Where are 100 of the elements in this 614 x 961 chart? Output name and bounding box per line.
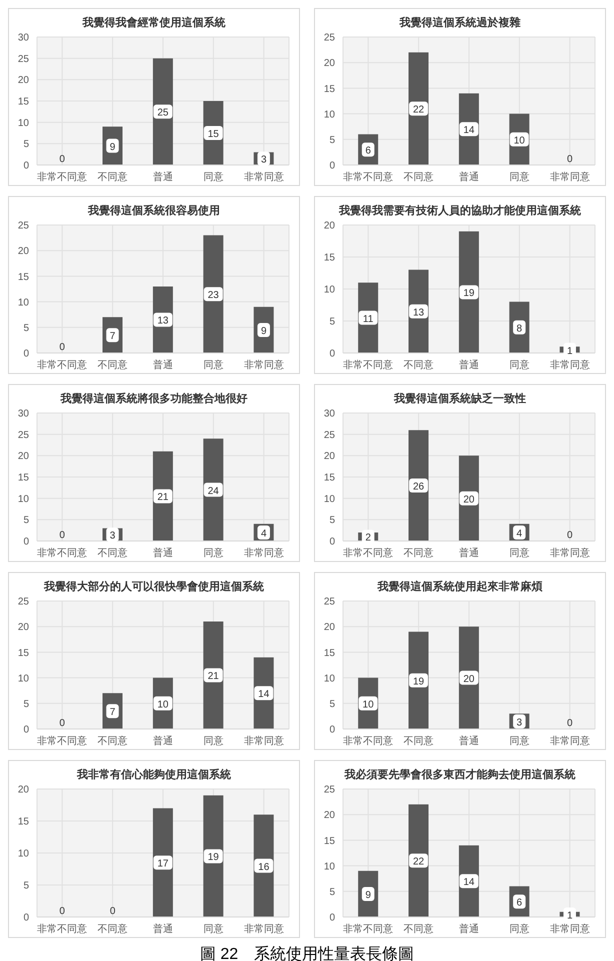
y-tick-label: 5 [23, 698, 30, 710]
y-tick-label: 0 [329, 348, 336, 360]
y-tick-label: 20 [324, 220, 336, 232]
y-tick-label: 15 [324, 472, 336, 484]
y-tick-label: 25 [324, 430, 336, 441]
data-label: 0 [59, 342, 66, 353]
data-label: 22 [412, 856, 425, 868]
data-label: 10 [157, 699, 169, 710]
data-label: 13 [157, 316, 169, 327]
y-tick-label: 10 [18, 848, 30, 860]
x-tick-label: 同意 [509, 547, 530, 560]
data-label: 11 [362, 314, 374, 325]
y-tick-label: 30 [18, 408, 30, 420]
y-tick-label: 10 [18, 297, 30, 308]
x-tick-label: 非常同意 [550, 547, 590, 560]
y-tick-label: 15 [324, 648, 336, 659]
y-tick-label: 25 [324, 32, 336, 44]
data-label: 23 [208, 290, 220, 302]
data-label: 10 [514, 135, 526, 146]
chart-title: 我覺得這個系統很容易使用 [86, 204, 221, 219]
x-tick-label: 同意 [203, 547, 224, 560]
y-tick-label: 20 [324, 622, 336, 634]
data-label: 0 [59, 530, 66, 541]
y-tick-label: 5 [23, 139, 30, 150]
data-label: 16 [258, 862, 270, 873]
y-tick-label: 0 [23, 724, 30, 736]
y-tick-label: 25 [324, 784, 336, 796]
y-tick-label: 10 [324, 109, 336, 120]
data-label: 26 [412, 482, 425, 493]
x-tick-label: 不同意 [404, 359, 434, 372]
x-tick-label: 非常不同意 [343, 547, 394, 560]
y-tick-label: 10 [324, 284, 336, 296]
x-tick-label: 不同意 [404, 923, 434, 936]
bar [458, 231, 479, 353]
data-label: 19 [412, 676, 425, 688]
data-label: 21 [208, 671, 220, 682]
data-label: 7 [110, 331, 116, 342]
x-tick-label: 普通 [153, 547, 173, 560]
x-tick-label: 同意 [203, 923, 224, 936]
y-tick-label: 15 [324, 836, 336, 847]
data-label: 15 [208, 129, 220, 140]
data-label: 3 [260, 154, 267, 166]
data-label: 3 [516, 717, 523, 728]
x-tick-label: 不同意 [404, 735, 434, 748]
chart-title: 我覺得這個系統使用起來非常麻煩 [376, 580, 544, 595]
y-tick-label: 0 [329, 912, 336, 924]
x-tick-label: 同意 [203, 735, 224, 748]
x-tick-label: 非常同意 [550, 735, 590, 748]
x-tick-label: 普通 [153, 171, 173, 184]
y-tick-label: 10 [324, 673, 336, 684]
y-tick-label: 20 [324, 810, 336, 822]
y-tick-label: 5 [329, 515, 336, 526]
x-tick-label: 非常不同意 [343, 359, 394, 372]
y-tick-label: 5 [23, 880, 30, 892]
y-tick-label: 15 [324, 252, 336, 264]
y-tick-label: 20 [18, 784, 30, 796]
x-tick-label: 普通 [153, 359, 173, 372]
x-tick-label: 非常同意 [550, 923, 590, 936]
y-tick-label: 25 [324, 596, 336, 608]
x-tick-label: 普通 [459, 735, 479, 748]
y-tick-label: 0 [329, 724, 336, 736]
x-tick-label: 非常同意 [244, 171, 284, 184]
data-label: 4 [516, 528, 523, 540]
y-tick-label: 15 [18, 816, 30, 828]
x-tick-label: 非常同意 [244, 735, 284, 748]
data-label: 20 [463, 674, 475, 685]
x-tick-label: 非常同意 [244, 359, 284, 372]
y-tick-label: 20 [18, 75, 30, 86]
x-tick-label: 非常同意 [550, 171, 590, 184]
y-tick-label: 20 [18, 451, 30, 462]
x-tick-label: 不同意 [98, 735, 128, 748]
data-label: 1 [566, 910, 573, 922]
x-tick-label: 同意 [509, 735, 530, 748]
y-tick-label: 15 [324, 84, 336, 95]
data-label: 1 [566, 346, 573, 357]
x-tick-label: 同意 [509, 359, 530, 372]
data-label: 10 [362, 699, 374, 710]
chart-title: 我覺得這個系統缺乏一致性 [392, 392, 527, 407]
x-tick-label: 非常不同意 [37, 923, 88, 936]
y-tick-label: 20 [324, 451, 336, 462]
data-label: 6 [365, 146, 372, 157]
y-tick-label: 20 [18, 622, 30, 634]
y-tick-label: 0 [23, 912, 30, 924]
chart-title: 我覺得這個系統將很多功能整合地很好 [59, 392, 248, 407]
y-tick-label: 10 [18, 118, 30, 129]
x-tick-label: 非常同意 [550, 359, 590, 372]
y-tick-label: 5 [329, 698, 336, 710]
data-label: 21 [157, 492, 169, 504]
x-tick-label: 同意 [509, 171, 530, 184]
y-tick-label: 5 [329, 886, 336, 898]
y-tick-label: 0 [23, 348, 30, 360]
data-label: 14 [463, 125, 475, 136]
data-label: 24 [208, 486, 220, 497]
y-tick-label: 15 [18, 472, 30, 484]
data-label: 9 [110, 142, 116, 153]
x-tick-label: 非常不同意 [37, 547, 88, 560]
x-tick-label: 不同意 [98, 359, 128, 372]
x-tick-label: 同意 [203, 359, 224, 372]
x-tick-label: 普通 [459, 547, 479, 560]
data-label: 19 [463, 288, 475, 300]
